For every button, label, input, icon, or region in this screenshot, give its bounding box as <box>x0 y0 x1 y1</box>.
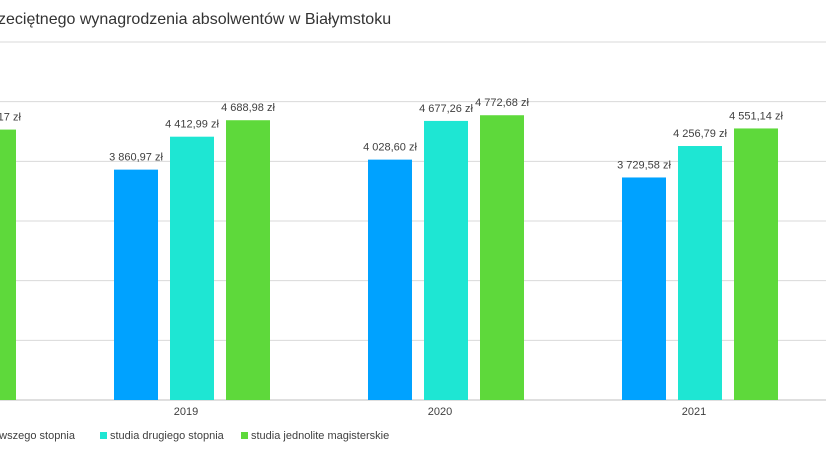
x-tick-label: 2020 <box>428 406 452 418</box>
value-label: 3 860,97 zł <box>109 152 163 164</box>
value-label: 4 677,26 zł <box>419 103 473 115</box>
value-label: 4 412,99 zł <box>165 119 219 131</box>
legend-label: studia jednolite magisterskie <box>251 430 389 442</box>
value-label: 4 532,17 zł <box>0 111 21 123</box>
x-tick-label: 2019 <box>174 406 198 418</box>
bar <box>678 146 722 400</box>
bar <box>226 120 270 401</box>
bar <box>0 129 16 401</box>
value-label: 3 729,58 zł <box>617 159 671 171</box>
legend-swatch <box>241 432 248 439</box>
value-label: 4 028,60 zł <box>363 142 417 154</box>
value-label: 4 256,79 zł <box>673 128 727 140</box>
bar <box>480 115 524 400</box>
bar <box>114 169 158 400</box>
legend-label: studia drugiego stopnia <box>110 430 225 442</box>
bar <box>622 177 666 400</box>
bar <box>424 120 468 400</box>
bar <box>734 128 778 400</box>
value-label: 4 772,68 zł <box>475 97 529 109</box>
legend-label: rwszego stopnia <box>0 430 76 442</box>
chart-title: zeciętnego wynagrodzenia absolwentów w B… <box>0 11 391 28</box>
x-tick-label: 2021 <box>682 406 706 418</box>
value-label: 4 551,14 zł <box>729 110 783 122</box>
legend-swatch <box>100 432 107 439</box>
bar <box>368 159 412 400</box>
bar <box>170 136 214 400</box>
value-label: 4 688,98 zł <box>221 102 275 114</box>
